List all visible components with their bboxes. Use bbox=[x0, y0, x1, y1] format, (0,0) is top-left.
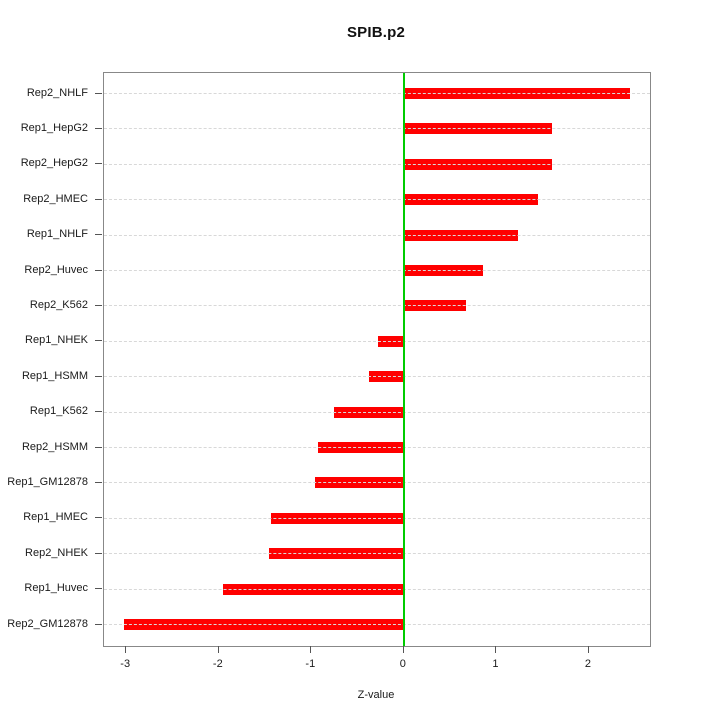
category-label: Rep1_HSMM bbox=[21, 369, 88, 382]
category-label: Rep2_NHEK bbox=[25, 546, 88, 559]
x-tick-label: 0 bbox=[399, 658, 406, 670]
x-tick bbox=[495, 646, 497, 653]
gridline bbox=[104, 163, 650, 165]
y-tick bbox=[95, 163, 102, 165]
gridline bbox=[104, 340, 650, 342]
chart-title: SPIB.p2 bbox=[346, 24, 406, 41]
x-tick bbox=[402, 646, 404, 653]
x-tick bbox=[217, 646, 219, 653]
category-label: Rep2_GM12878 bbox=[7, 617, 88, 630]
gridline bbox=[104, 482, 650, 484]
x-tick bbox=[310, 646, 312, 653]
category-label: Rep2_HMEC bbox=[23, 192, 88, 205]
y-tick bbox=[95, 127, 102, 129]
y-tick bbox=[95, 92, 102, 94]
category-label: Rep2_HSMM bbox=[21, 440, 88, 453]
y-tick bbox=[95, 375, 102, 377]
y-tick bbox=[95, 446, 102, 448]
gridline bbox=[104, 553, 650, 555]
x-tick-label: -2 bbox=[212, 658, 223, 670]
category-label: Rep1_K562 bbox=[29, 405, 88, 418]
y-tick bbox=[95, 552, 102, 554]
y-tick bbox=[95, 198, 102, 200]
gridline bbox=[104, 376, 650, 378]
y-tick bbox=[95, 623, 102, 625]
y-tick bbox=[95, 234, 102, 236]
gridline bbox=[104, 93, 650, 94]
gridline bbox=[104, 234, 650, 236]
gridline bbox=[104, 588, 650, 590]
gridline bbox=[104, 624, 650, 625]
gridline bbox=[104, 305, 650, 307]
y-tick bbox=[95, 411, 102, 413]
category-label: Rep2_Huvec bbox=[24, 263, 88, 276]
y-tick bbox=[95, 269, 102, 271]
x-tick bbox=[587, 646, 589, 653]
gridline bbox=[104, 411, 650, 413]
x-tick-label: 1 bbox=[492, 658, 499, 670]
y-tick bbox=[95, 340, 102, 342]
x-tick-label: -1 bbox=[305, 658, 316, 670]
category-label: Rep2_K562 bbox=[29, 298, 88, 311]
x-axis-label: Z-value bbox=[357, 689, 395, 701]
category-label: Rep2_HepG2 bbox=[20, 157, 88, 170]
zero-line bbox=[402, 73, 405, 646]
gridline bbox=[104, 517, 650, 519]
y-tick bbox=[95, 481, 102, 483]
y-tick bbox=[95, 304, 102, 306]
x-tick-label: -3 bbox=[120, 658, 131, 670]
y-tick bbox=[95, 588, 102, 590]
x-tick-label: 2 bbox=[584, 658, 591, 670]
gridline bbox=[104, 128, 650, 130]
category-label: Rep2_NHLF bbox=[26, 86, 88, 99]
y-tick bbox=[95, 517, 102, 519]
gridline bbox=[104, 447, 650, 448]
category-label: Rep1_NHLF bbox=[26, 228, 88, 241]
category-label: Rep1_HMEC bbox=[23, 511, 88, 524]
category-label: Rep1_GM12878 bbox=[7, 475, 88, 488]
category-label: Rep1_NHEK bbox=[25, 334, 88, 347]
category-label: Rep1_HepG2 bbox=[20, 121, 88, 134]
plot-area bbox=[103, 72, 651, 647]
gridline bbox=[104, 199, 650, 201]
x-tick bbox=[125, 646, 127, 653]
category-label: Rep1_Huvec bbox=[24, 582, 88, 595]
gridline bbox=[104, 270, 650, 271]
